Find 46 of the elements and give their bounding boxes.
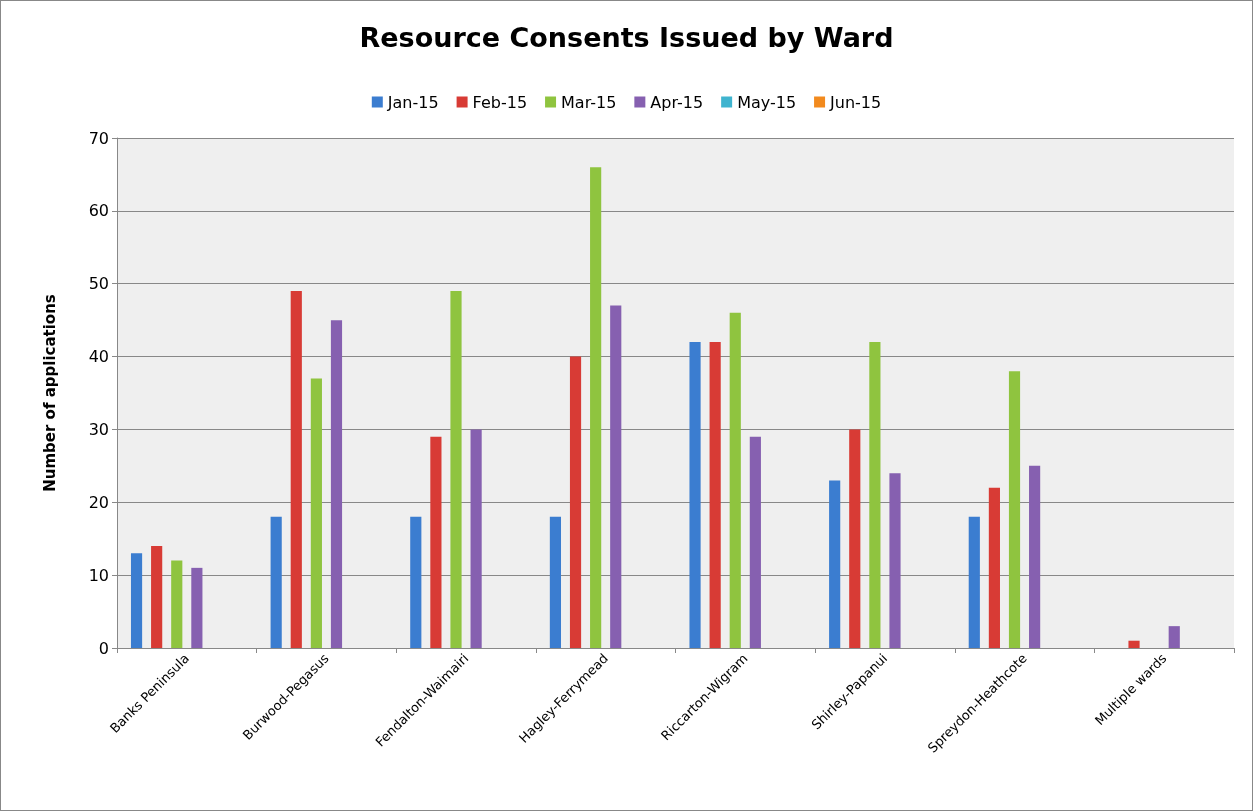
bar bbox=[1008, 371, 1021, 648]
y-tick-label: 70 bbox=[88, 128, 109, 148]
bar bbox=[151, 546, 163, 648]
y-tick-label: 20 bbox=[88, 492, 109, 512]
bar bbox=[1128, 640, 1140, 648]
legend-label: May-15 bbox=[737, 92, 797, 112]
y-tick-label: 40 bbox=[88, 347, 109, 367]
bar bbox=[310, 378, 322, 648]
y-tick-label: 30 bbox=[88, 419, 109, 439]
legend-label: Mar-15 bbox=[561, 92, 617, 112]
bar bbox=[191, 567, 203, 648]
bar bbox=[1029, 465, 1041, 648]
legend-label: Feb-15 bbox=[472, 92, 528, 112]
bar bbox=[569, 356, 582, 648]
bar bbox=[689, 342, 701, 648]
bar bbox=[410, 516, 422, 648]
bar bbox=[610, 305, 622, 648]
bar bbox=[709, 342, 721, 648]
y-axis-title: Number of applications bbox=[40, 294, 59, 492]
bar bbox=[590, 167, 602, 648]
bar bbox=[869, 342, 881, 648]
legend-label: Jan-15 bbox=[386, 92, 439, 112]
bar bbox=[290, 291, 302, 648]
bar bbox=[729, 312, 741, 648]
bar bbox=[749, 436, 761, 648]
y-tick-label: 50 bbox=[88, 274, 109, 294]
bar bbox=[968, 516, 980, 648]
bar bbox=[130, 553, 143, 648]
bar bbox=[270, 516, 282, 648]
bar bbox=[171, 560, 183, 648]
bar bbox=[430, 436, 442, 648]
bar bbox=[988, 487, 1000, 648]
bar bbox=[549, 516, 562, 648]
bar bbox=[849, 429, 861, 648]
bar bbox=[829, 480, 841, 648]
chart-title: Resource Consents Issued by Ward bbox=[359, 22, 894, 53]
y-tick-label: 0 bbox=[98, 638, 109, 658]
y-tick-label: 10 bbox=[88, 565, 109, 585]
bar bbox=[450, 291, 462, 648]
bar bbox=[889, 473, 901, 648]
y-tick-label: 60 bbox=[88, 201, 109, 221]
bar bbox=[330, 320, 343, 648]
legend-label: Jun-15 bbox=[829, 92, 882, 112]
legend-label: Apr-15 bbox=[650, 92, 704, 112]
bar bbox=[1168, 626, 1180, 648]
bar bbox=[470, 429, 482, 648]
